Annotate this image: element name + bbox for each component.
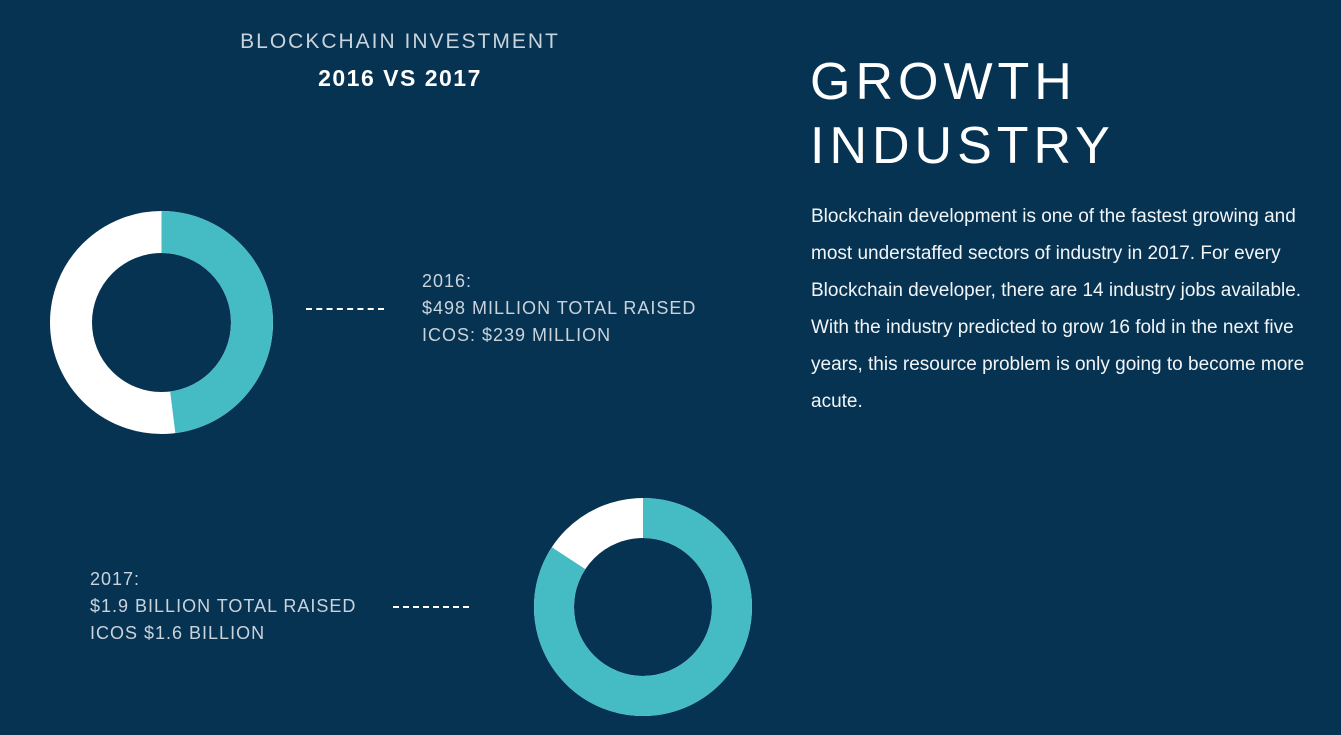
heading-line-1: GROWTH [810, 53, 1077, 111]
annotation-2016: 2016: $498 MILLION TOTAL RAISED ICOS: $2… [422, 268, 696, 349]
donut-2016-ico-slice [50, 211, 273, 434]
section-heading: GROWTH INDUSTRY [810, 50, 1115, 178]
donut-chart-2017 [534, 498, 752, 716]
annotation-2017: 2017: $1.9 BILLION TOTAL RAISED ICOS $1.… [90, 566, 356, 647]
year-label-2016: 2016: [422, 271, 473, 291]
heading-line-2: INDUSTRY [810, 117, 1115, 175]
total-raised-2017: $1.9 BILLION TOTAL RAISED [90, 596, 357, 616]
body-paragraph: Blockchain development is one of the fas… [811, 206, 1305, 412]
year-label-2017: 2017: [90, 569, 141, 589]
ico-amount-2017: ICOS $1.6 BILLION [90, 623, 266, 643]
total-raised-2016: $498 MILLION TOTAL RAISED [422, 298, 697, 318]
connector-dash-2017 [393, 606, 469, 608]
chart-subtitle: 2016 VS 2017 [318, 65, 482, 91]
chart-title: BLOCKCHAIN INVESTMENT [240, 30, 560, 53]
ico-amount-2016: ICOS: $239 MILLION [422, 325, 612, 345]
connector-dash-2016 [306, 308, 384, 310]
donut-chart-2016 [50, 211, 273, 434]
donut-2017-ico-slice [534, 498, 752, 716]
